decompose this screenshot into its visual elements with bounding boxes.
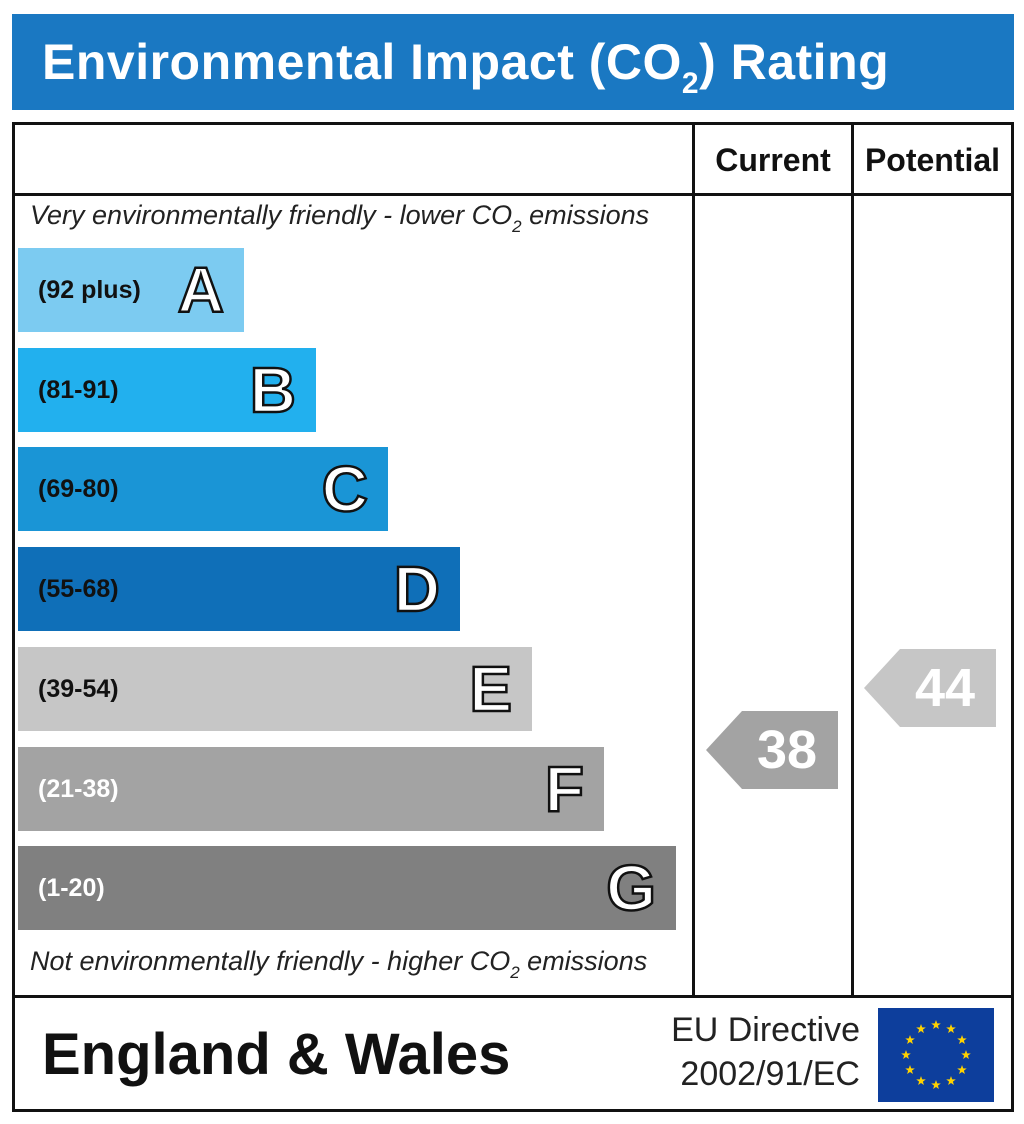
column-heading-potential: Potential <box>864 142 1001 178</box>
eu-flag-star <box>946 1024 956 1034</box>
top-note-text: Very environmentally friendly - lower CO <box>30 200 513 230</box>
chart-frame <box>12 122 1014 1112</box>
band-e-range: (39-54) <box>38 675 119 703</box>
eu-flag-star <box>957 1035 967 1044</box>
band-c-range: (69-80) <box>38 475 119 503</box>
current-rating-value: 38 <box>756 720 818 780</box>
eu-flag-star <box>901 1050 911 1059</box>
band-b-letter: B <box>249 353 298 428</box>
potential-rating-value: 44 <box>914 658 976 718</box>
band-b-range: (81-91) <box>38 376 119 404</box>
eu-flag-icon <box>878 1008 994 1102</box>
band-a: (92 plus) A <box>18 248 244 332</box>
chart-title-suffix: ) Rating <box>699 34 890 90</box>
eu-flag-star <box>931 1020 941 1029</box>
header-row-divider <box>12 193 1014 196</box>
band-d-letter: D <box>393 552 442 627</box>
band-g: (1-20) G <box>18 846 676 930</box>
column-divider-potential <box>851 122 854 998</box>
band-a-range: (92 plus) <box>38 276 141 304</box>
eu-flag-star <box>905 1065 915 1074</box>
eu-directive-text: EU Directive 2002/91/EC <box>640 1008 860 1096</box>
column-divider-current <box>692 122 695 998</box>
band-g-range: (1-20) <box>38 874 105 902</box>
potential-arrow-shape <box>864 649 996 727</box>
band-c-letter: C <box>321 452 370 527</box>
top-note: Very environmentally friendly - lower CO… <box>30 200 650 236</box>
footer-region-label: England & Wales <box>42 1022 511 1087</box>
current-arrow-shape <box>706 711 838 789</box>
chart-title-subscript: 2 <box>681 67 700 100</box>
band-f: (21-38) F <box>18 747 604 831</box>
eu-flag-star <box>931 1080 941 1089</box>
current-rating-marker: 38 <box>706 711 838 789</box>
top-note-suffix: emissions <box>521 200 650 230</box>
column-heading-current: Current <box>715 142 831 178</box>
band-b: (81-91) B <box>18 348 316 432</box>
band-f-range: (21-38) <box>38 775 119 803</box>
chart-title-text: Environmental Impact (CO <box>42 34 682 90</box>
band-g-letter: G <box>605 851 657 926</box>
band-e: (39-54) E <box>18 647 532 731</box>
band-d-range: (55-68) <box>38 575 119 603</box>
eu-flag-star <box>957 1065 967 1074</box>
bottom-note: Not environmentally friendly - higher CO… <box>30 946 648 982</box>
band-a-letter: A <box>177 253 226 328</box>
footer-divider <box>12 995 1014 998</box>
chart-header: Environmental Impact (CO2) Rating <box>12 14 1014 110</box>
bottom-note-subscript: 2 <box>510 963 520 982</box>
eu-directive-line1: EU Directive <box>671 1011 860 1049</box>
eu-flag-star <box>905 1035 915 1044</box>
eu-flag-star <box>916 1024 926 1034</box>
band-e-letter: E <box>468 652 513 727</box>
bottom-note-text: Not environmentally friendly - higher CO <box>30 946 511 976</box>
eu-flag-star <box>946 1076 956 1085</box>
top-note-subscript: 2 <box>512 217 522 236</box>
eu-flag-star <box>961 1050 971 1059</box>
band-f-letter: F <box>544 752 586 827</box>
eu-directive-line2: 2002/91/EC <box>680 1055 860 1093</box>
eu-flag-star <box>916 1076 926 1085</box>
band-d: (55-68) D <box>18 547 460 631</box>
chart-title: Environmental Impact (CO2) Rating <box>42 14 889 110</box>
band-c: (69-80) C <box>18 447 388 531</box>
potential-rating-marker: 44 <box>864 649 996 727</box>
bottom-note-suffix: emissions <box>519 946 648 976</box>
